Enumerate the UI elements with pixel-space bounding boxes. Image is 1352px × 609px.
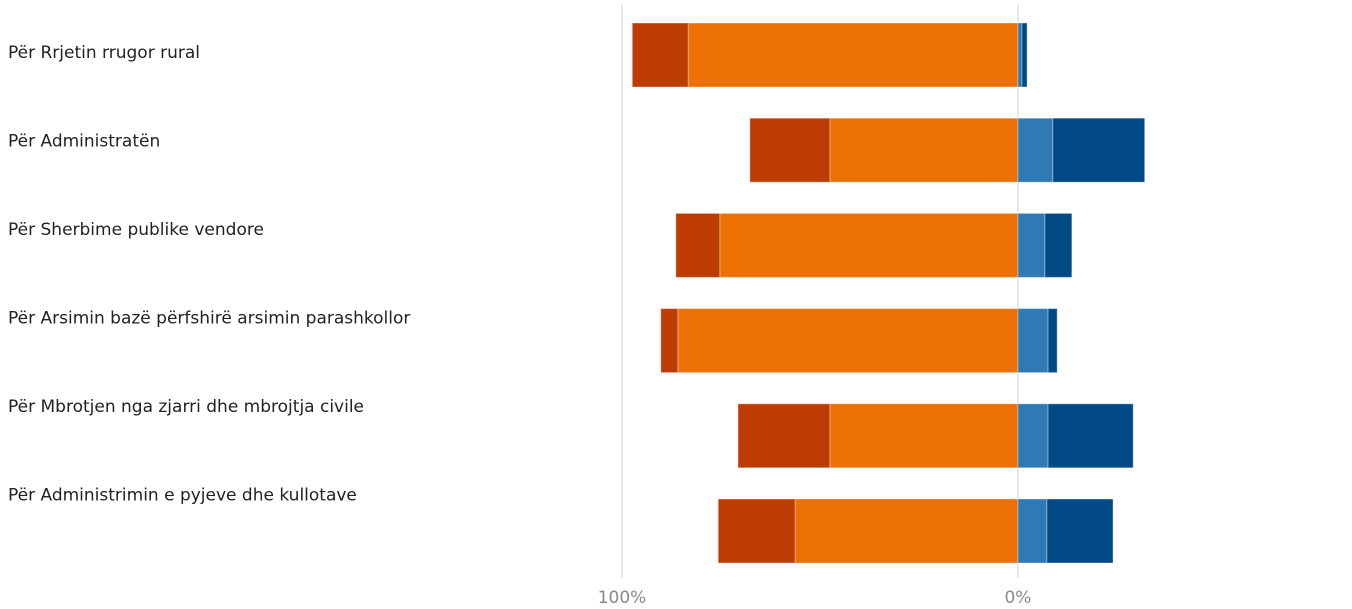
bar-segment: [631, 22, 689, 88]
bar-segment: [1017, 308, 1049, 374]
bar-segment: [749, 117, 831, 183]
bar-segment: [677, 308, 1019, 374]
category-label: Për Arsimin bazë përfshirë arsimin paras…: [8, 309, 410, 329]
bar-segment: [737, 403, 831, 469]
bar-segment: [1017, 498, 1048, 564]
category-label: Për Mbrotjen nga zjarri dhe mbrojtja civ…: [8, 397, 364, 417]
bar-segment: [794, 498, 1019, 564]
bar-segment: [660, 308, 679, 374]
bar-segment: [1017, 403, 1049, 469]
bar-segment: [1021, 22, 1028, 88]
x-tick-label: 0%: [1004, 588, 1031, 608]
x-tick-label: 100%: [598, 588, 647, 608]
category-label: Për Administrimin e pyjeve dhe kullotave: [8, 486, 357, 506]
bar-segment: [1044, 212, 1073, 278]
bar-segment: [1047, 403, 1134, 469]
bar-segment: [1052, 117, 1146, 183]
bar-segment: [675, 212, 721, 278]
bar-segment: [829, 117, 1019, 183]
bar-segment: [1017, 22, 1023, 88]
bar-segment: [1047, 308, 1058, 374]
bar-segment: [1017, 212, 1046, 278]
bar-segment: [1017, 117, 1054, 183]
bar-segment: [719, 212, 1019, 278]
bar-segment: [687, 22, 1019, 88]
bar-segment: [829, 403, 1019, 469]
category-label: Për Sherbime publike vendore: [8, 220, 264, 240]
category-label: Për Administratën: [8, 132, 160, 152]
bar-segment: [717, 498, 796, 564]
category-label: Për Rrjetin rrugor rural: [8, 43, 200, 63]
bar-segment: [1046, 498, 1114, 564]
